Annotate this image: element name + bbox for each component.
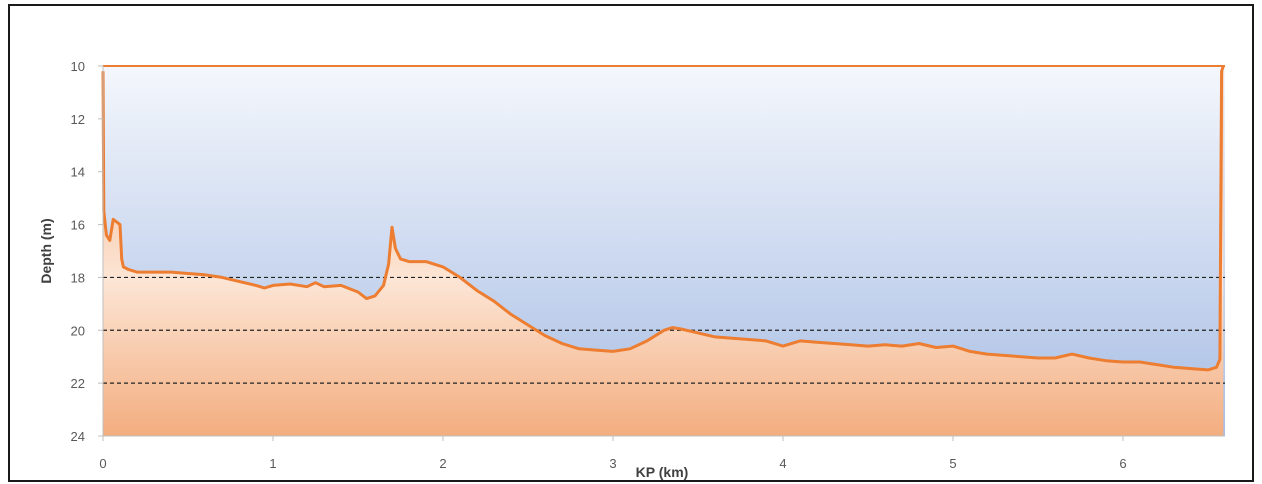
y-tick-label: 16 — [71, 218, 85, 233]
y-tick-label: 18 — [71, 270, 85, 285]
y-tick-label: 12 — [71, 112, 85, 127]
seabed-area — [103, 66, 1224, 436]
x-tick-label: 1 — [269, 456, 276, 471]
x-tick-label: 6 — [1119, 456, 1126, 471]
y-tick-label: 24 — [71, 429, 85, 444]
x-tick-label: 0 — [99, 456, 106, 471]
x-tick-label: 4 — [779, 456, 786, 471]
y-tick-label: 22 — [71, 376, 85, 391]
y-tick-label: 20 — [71, 323, 85, 338]
x-axis-title: KP (km) — [636, 464, 689, 480]
y-axis-title: Depth (m) — [38, 218, 54, 283]
y-tick-label: 14 — [71, 165, 85, 180]
x-tick-label: 2 — [439, 456, 446, 471]
depth-profile-line — [101, 65, 1225, 372]
y-tick-label: 10 — [71, 59, 85, 74]
x-tick-label: 3 — [609, 456, 616, 471]
x-tick-label: 5 — [949, 456, 956, 471]
